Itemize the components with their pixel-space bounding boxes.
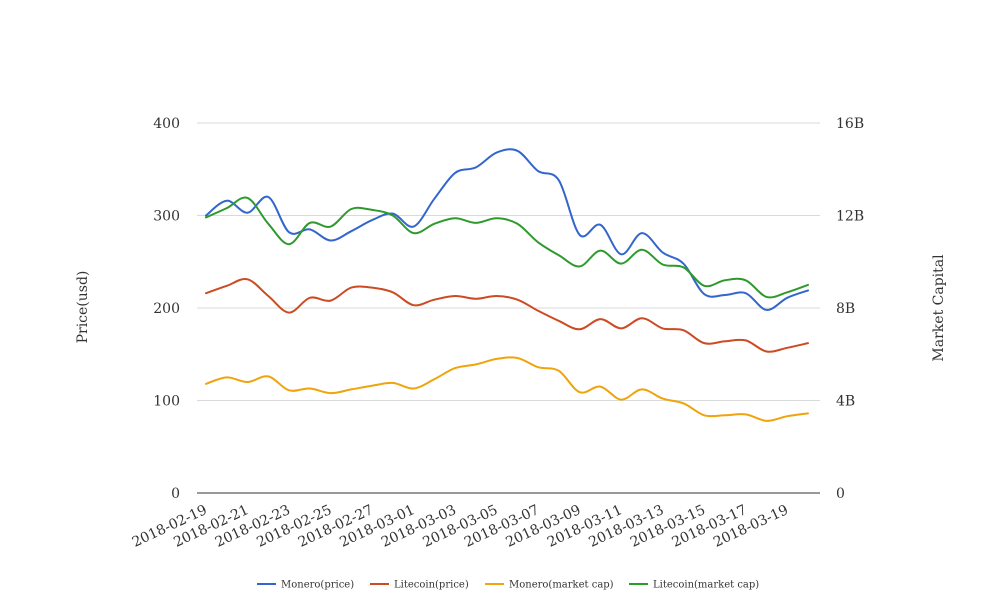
legend-monero-price-label: Monero(price) [281,580,354,591]
left-tick-label: 400 [153,116,180,132]
right-tick-label: 0 [836,486,845,502]
monero-market-cap-line [205,356,809,422]
right-axis-title: Market Capital [931,254,947,362]
right-tick-label: 16B [836,116,864,132]
x-axis-ticks: 2018-02-192018-02-212018-02-232018-02-25… [130,502,791,551]
left-axis-ticks: 0 100 200 300 400 [153,116,180,502]
right-tick-label: 12B [836,209,864,225]
legend-litecoin-price-label: Litecoin(price) [394,580,469,591]
right-axis-ticks: 0 4B 8B 12B 16B [836,116,864,502]
legend: Monero(price) Litecoin(price) Monero(marke… [257,580,759,591]
monero-price-line [205,148,809,311]
left-tick-label: 300 [153,209,180,225]
left-tick-label: 0 [171,486,180,502]
left-tick-label: 200 [153,301,180,317]
legend-litecoin-market-cap-label: Litecoin(market cap) [653,580,759,591]
left-tick-label: 100 [153,394,180,410]
gridlines [197,122,820,494]
right-tick-label: 4B [836,394,855,410]
litecoin-market-cap-line [205,196,809,299]
legend-monero-market-cap-label: Monero(market cap) [509,580,614,591]
right-tick-label: 8B [836,301,855,317]
litecoin-price-line [205,278,809,353]
left-axis-title: Price(usd) [75,271,91,344]
series-lines [205,148,809,422]
